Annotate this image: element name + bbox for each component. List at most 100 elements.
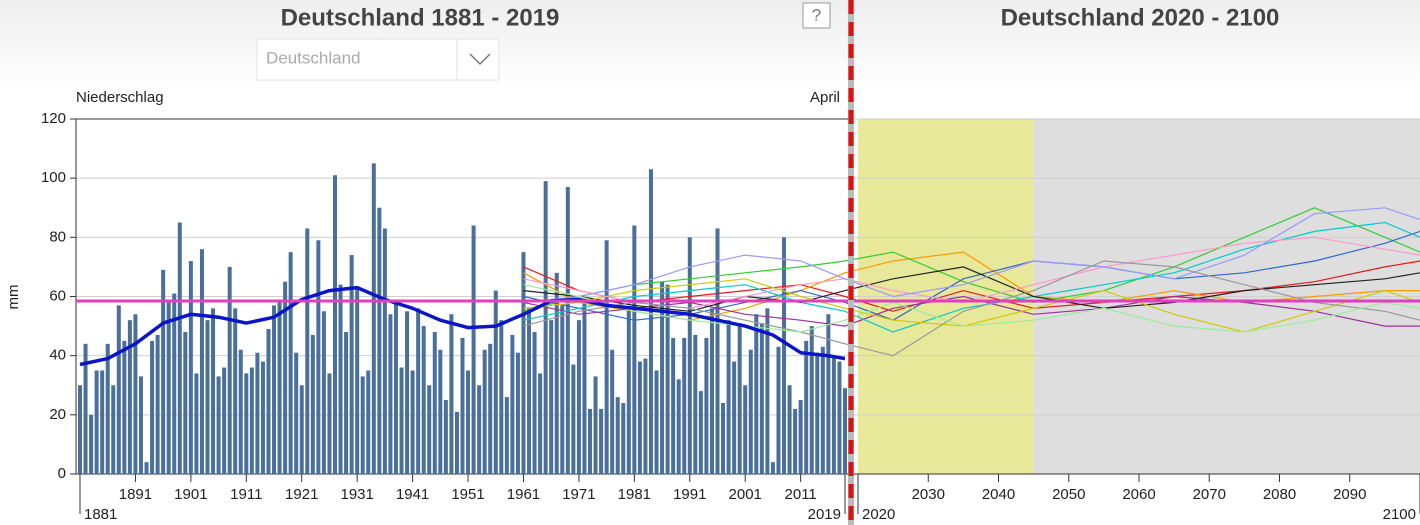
bar	[432, 332, 437, 474]
x-tick-label: 1901	[174, 486, 207, 503]
x-tick-label: 1961	[507, 486, 540, 503]
x-tick-label: 2080	[1263, 486, 1296, 503]
bar	[111, 385, 116, 474]
projection-line	[523, 266, 1420, 312]
y-tick-label: 120	[41, 110, 66, 127]
bar	[820, 346, 825, 474]
bar	[471, 225, 476, 474]
bar	[100, 370, 105, 474]
bar	[443, 400, 448, 474]
bar	[571, 364, 576, 474]
bar	[743, 385, 748, 474]
bar	[748, 349, 753, 474]
bar	[599, 408, 604, 474]
bar	[770, 462, 775, 474]
bar	[260, 361, 265, 474]
bar	[138, 376, 143, 474]
y-label: Niederschlag	[76, 89, 164, 106]
bar	[355, 287, 360, 474]
month-label: April	[810, 89, 840, 106]
bar	[166, 299, 171, 474]
projection-line	[523, 207, 1420, 303]
bar	[660, 281, 665, 474]
dropdown-chevron	[469, 53, 491, 66]
bar	[726, 320, 731, 474]
bar	[632, 225, 637, 474]
bar	[482, 349, 487, 474]
bar	[499, 320, 504, 474]
bar	[588, 408, 592, 474]
bar	[177, 222, 182, 474]
bar	[637, 361, 642, 474]
bar	[122, 340, 127, 474]
bar	[360, 376, 365, 474]
y-unit: mm	[5, 285, 22, 310]
bar	[371, 163, 376, 474]
x-tick-label: 1981	[618, 486, 651, 503]
bar	[222, 367, 227, 474]
bar	[831, 355, 836, 474]
bar	[843, 388, 847, 474]
dropdown[interactable]: Deutschland	[256, 38, 500, 81]
bar	[150, 340, 155, 474]
bar	[532, 332, 537, 474]
bar	[776, 346, 781, 474]
bar	[366, 370, 371, 474]
x-tick-label: 2001	[729, 486, 762, 503]
bar	[421, 326, 426, 474]
bar	[643, 358, 648, 474]
title-right: Deutschland 2020 - 2100	[1001, 4, 1280, 31]
bar	[277, 302, 282, 474]
bar	[89, 414, 94, 474]
bar	[344, 332, 349, 474]
bar	[665, 284, 670, 474]
bar	[837, 361, 842, 474]
bar	[549, 320, 554, 474]
x-tick-label: 2040	[982, 486, 1015, 503]
bar	[582, 302, 587, 474]
bar	[765, 308, 770, 474]
smoothed-line	[79, 285, 846, 367]
bar	[310, 334, 315, 474]
x-tick-label: 2070	[1193, 486, 1226, 503]
bar	[693, 334, 698, 474]
x-tick-label: 1971	[562, 486, 595, 503]
bar	[737, 323, 742, 474]
bar	[211, 308, 216, 474]
bar	[116, 305, 121, 474]
bar	[172, 293, 177, 474]
bar	[288, 252, 293, 474]
bar	[676, 379, 681, 474]
bar	[560, 305, 565, 474]
bar	[388, 314, 393, 474]
x-tick-label: 2100	[1383, 506, 1416, 523]
bar	[687, 237, 692, 474]
bar	[466, 370, 471, 474]
bar	[621, 403, 626, 474]
x-tick-label: 1991	[673, 486, 706, 503]
bar	[105, 343, 110, 474]
bar	[804, 340, 809, 474]
bar	[460, 337, 465, 474]
y-tick-label: 80	[49, 228, 66, 245]
bar	[294, 352, 299, 474]
bar	[510, 334, 515, 474]
bar	[249, 367, 254, 474]
bar	[798, 400, 803, 474]
bar	[565, 187, 570, 474]
bar	[576, 320, 581, 474]
bar	[327, 373, 332, 474]
bar	[732, 361, 737, 474]
bar	[377, 207, 382, 474]
title-left: Deutschland 1881 - 2019	[281, 4, 560, 31]
bar	[283, 281, 288, 474]
bar	[393, 299, 398, 474]
bar	[144, 462, 149, 474]
bar	[382, 228, 387, 474]
y-tick-label: 100	[41, 169, 66, 186]
help-button[interactable]: ?	[802, 2, 831, 29]
bar	[488, 343, 493, 474]
